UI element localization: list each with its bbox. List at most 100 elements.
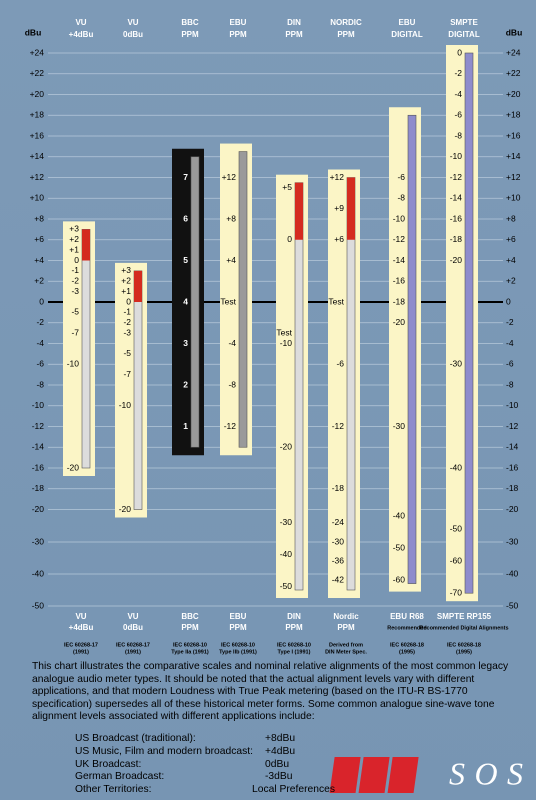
y-tick-label-right: +12 (506, 172, 521, 182)
meter-peak (295, 182, 303, 240)
y-tick-label-right: -2 (506, 317, 514, 327)
scale-label: -3 (71, 286, 79, 296)
scale-label: -20 (280, 442, 293, 452)
meter-peak (134, 270, 142, 302)
scale-label: -2 (454, 68, 462, 78)
y-tick-label: +6 (34, 234, 44, 244)
meter-header: VU (75, 18, 86, 27)
meter-footer: BBC (181, 612, 199, 621)
scale-label: -10 (280, 338, 293, 348)
meter-header: EBU (399, 18, 416, 27)
y-tick-label: -16 (32, 462, 45, 472)
scale-label: -6 (454, 110, 462, 120)
meter-footer: PPM (337, 623, 355, 632)
y-tick-label-right: -50 (506, 600, 519, 610)
y-tick-label: +12 (30, 172, 45, 182)
description: This chart illustrates the comparative s… (32, 661, 509, 723)
y-tick-label-right: -18 (506, 483, 519, 493)
meter-bar (190, 156, 200, 448)
y-tick-label: +4 (34, 255, 44, 265)
y-tick-label-right: +22 (506, 68, 521, 78)
axis-label: dBu (25, 27, 42, 37)
y-tick-label: +8 (34, 213, 44, 223)
y-tick-label: -12 (32, 421, 45, 431)
scale-label: -14 (393, 255, 406, 265)
y-tick-label-right: -20 (506, 504, 519, 514)
meter-standard: IEC 60268-10 (277, 642, 311, 648)
scale-label: +8 (226, 213, 236, 223)
meter-bar (238, 151, 248, 448)
meter-header: +4dBu (69, 30, 94, 39)
meter-bar (294, 182, 304, 591)
y-tick-label: -6 (36, 359, 44, 369)
scale-label: -40 (280, 549, 293, 559)
meter-standard: IEC 60268-17 (116, 642, 150, 648)
meter-header: BBC (181, 18, 199, 27)
scale-label: -18 (393, 296, 406, 306)
meter-standard: Derived from (329, 642, 363, 648)
scale-label: -16 (393, 276, 406, 286)
scale-label: 7 (183, 172, 188, 182)
y-tick-label-right: +24 (506, 47, 521, 57)
scale-label: +12 (330, 172, 345, 182)
logo-letter: O (474, 755, 497, 791)
meter-header: 0dBu (123, 30, 143, 39)
scale-label: -7 (123, 369, 131, 379)
scale-label: -4 (454, 89, 462, 99)
meter-footer: Recommended (387, 625, 426, 631)
axis-label: dBu (506, 27, 523, 37)
scale-label: -6 (336, 359, 344, 369)
alignment-use: US Music, Film and modern broadcast: (75, 745, 253, 757)
meter-footer: PPM (285, 623, 303, 632)
scale-label: -10 (119, 400, 132, 410)
y-tick-label-right: -8 (506, 379, 514, 389)
scale-label: Test (276, 327, 292, 337)
scale-label: -60 (393, 575, 406, 585)
scale-label: -40 (450, 462, 463, 472)
y-tick-label: +2 (34, 276, 44, 286)
scale-label: -30 (280, 517, 293, 527)
meter-standard: DIN Meter Spec. (325, 649, 367, 655)
scale-label: +2 (121, 276, 131, 286)
y-tick-label-right: +18 (506, 110, 521, 120)
y-tick-label: -50 (32, 600, 45, 610)
alignment-use: US Broadcast (traditional): (75, 733, 196, 744)
y-tick-label: +10 (30, 193, 45, 203)
y-tick-label: 0 (39, 296, 44, 306)
scale-label: -5 (123, 348, 131, 358)
scale-label: +9 (334, 203, 344, 213)
y-tick-label-right: -40 (506, 568, 519, 578)
y-tick-label-right: +20 (506, 89, 521, 99)
scale-label: -12 (393, 234, 406, 244)
meter-peak (347, 177, 355, 240)
meter-header: VU (127, 18, 138, 27)
meter-header: DIGITAL (448, 30, 480, 39)
y-tick-label: -2 (36, 317, 44, 327)
y-tick-label: +14 (30, 151, 45, 161)
scale-label: +2 (69, 234, 79, 244)
y-tick-label-right: +16 (506, 130, 521, 140)
meter-footer: PPM (229, 623, 247, 632)
y-tick-label: -10 (32, 400, 45, 410)
y-tick-label: -30 (32, 536, 45, 546)
y-tick-label: +16 (30, 130, 45, 140)
y-tick-label: -8 (36, 379, 44, 389)
y-tick-label-right: +14 (506, 151, 521, 161)
y-tick-label-right: +8 (506, 213, 516, 223)
logo-letter: S (449, 755, 465, 791)
meter-header: SMPTE (450, 18, 478, 27)
y-tick-label: +20 (30, 89, 45, 99)
meter-header: NORDIC (330, 18, 362, 27)
scale-label: -20 (67, 462, 80, 472)
scale-label: -20 (450, 255, 463, 265)
meter-header: EBU (230, 18, 247, 27)
meter-header: PPM (337, 30, 355, 39)
scale-label: -50 (280, 581, 293, 591)
scale-label: -10 (450, 151, 463, 161)
meter-bar (133, 270, 143, 510)
scale-label: 2 (183, 379, 188, 389)
scale-label: -20 (393, 317, 406, 327)
scale-label: -50 (393, 543, 406, 553)
scale-label: -60 (450, 555, 463, 565)
